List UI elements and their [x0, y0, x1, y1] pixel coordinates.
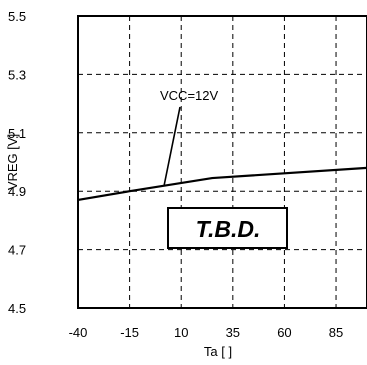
tbd-stamp-text: T.B.D.: [196, 216, 261, 242]
x-tick-label: 35: [226, 325, 240, 340]
series-label-leader: [163, 106, 181, 187]
y-tick-label: 5.5: [8, 9, 26, 24]
series-line: [77, 166, 367, 202]
y-tick-label: 5.3: [8, 67, 26, 82]
y-axis-title: VREG [V]: [5, 134, 20, 190]
plot-frame: [77, 15, 367, 309]
x-tick-label: -40: [69, 325, 88, 340]
y-tick-label: 4.5: [8, 301, 26, 316]
series-group: [77, 166, 367, 202]
tbd-stamp: T.B.D.: [167, 207, 288, 249]
x-tick-label: 85: [329, 325, 343, 340]
y-tick-labels: 5.5 5.3 5.1 4.9 4.7 4.5: [8, 9, 26, 316]
x-tick-labels: -40 -15 10 35 60 85: [69, 325, 344, 340]
y-tick-label: 5.1: [8, 126, 26, 141]
x-axis-title: Ta [ ]: [204, 344, 232, 359]
grid-lines: [78, 16, 367, 308]
y-tick-label: 4.9: [8, 184, 26, 199]
x-tick-label: -15: [120, 325, 139, 340]
series-label: VCC=12V: [160, 88, 218, 103]
tbd-stamp-box: [167, 207, 288, 249]
y-tick-label: 4.7: [8, 243, 26, 258]
x-tick-label: 60: [277, 325, 291, 340]
x-tick-label: 10: [174, 325, 188, 340]
